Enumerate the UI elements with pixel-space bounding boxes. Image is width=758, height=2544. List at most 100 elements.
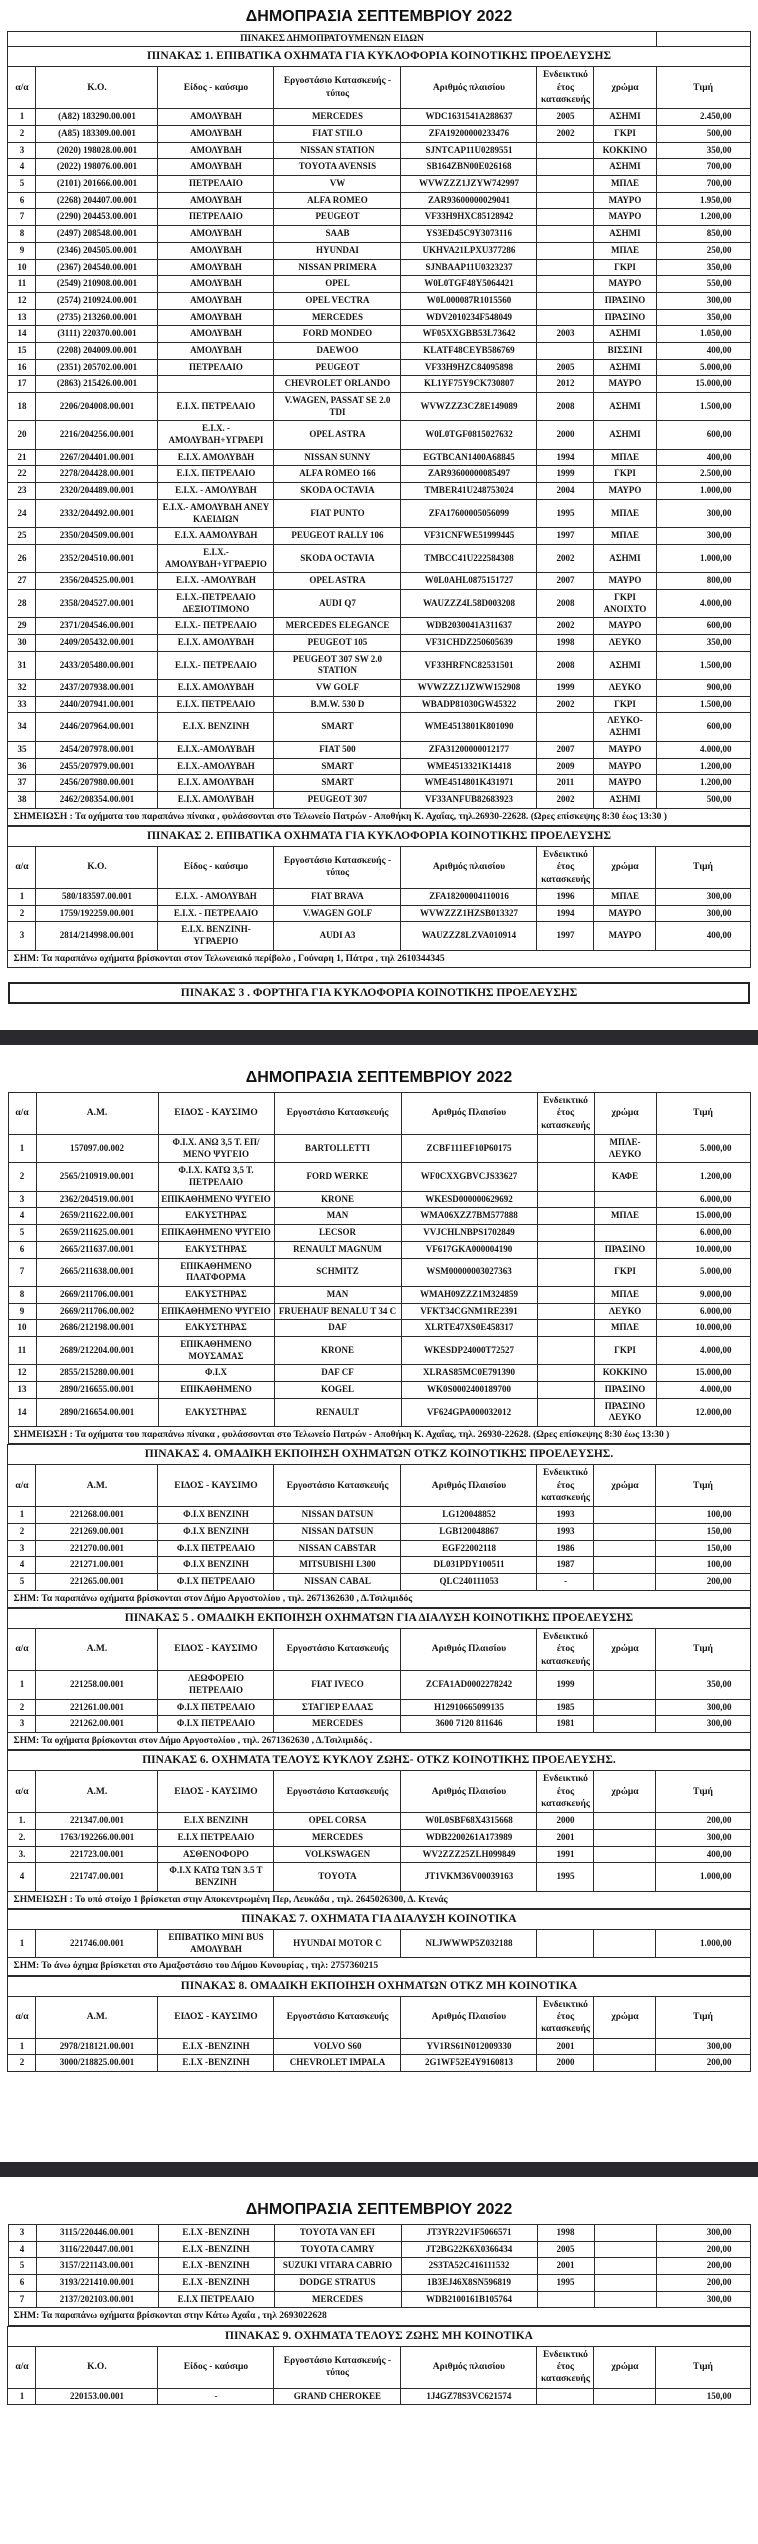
table-cell: 150,00 [655,2387,751,2406]
table-cell: HYUNDAI MOTOR C [273,1928,402,1959]
table-cell: TMBER41U248753024 [400,482,538,500]
table-cell: 33 [7,695,37,714]
table-row: 35 2454/207978.00.001 Ε.Ι.Χ.-ΑΜΟΛΥΒΔΗ FIAT … [7,740,751,759]
table-row: 6 (2268) 204407.00.001 ΑΜΟΛΥΒΔΗ ALFA ROMEO Z… [7,191,751,210]
table-cell: (2735) 213260.00.001 [35,308,159,327]
auction-document: ΔΗΜΟΠΡΑΣΙΑ ΣΕΠΤΕΜΒΡΙΟΥ 2022 ΠΙΝΑΚΕΣ ΔΗΜΟ… [0,8,758,2406]
table-row: 2 2565/210919.00.001 Φ.Ι.Χ. ΚΑΤΩ 3,5 Τ. ΠΕ… [7,1162,751,1192]
table-cell [536,208,595,227]
table-cell [536,1285,595,1304]
table-cell: ΕΛΚΥΣΤΗΡΑΣ [157,1285,275,1304]
table-cell: (2574) 210924.00.001 [35,291,159,310]
table-cell: ΕΠΙΚΑΘΗΜΕΝΟ ΨΥΓΕΙΟ [157,1302,275,1321]
table-cell: 2356/204525.00.001 [35,572,159,590]
table-cell: VOLKSWAGEN [273,1845,402,1864]
table-cell: - [157,2387,275,2406]
table-cell: NISSAN CABSTAR [273,1539,402,1558]
column-header: Είδος - καύσιμο [157,66,275,110]
table-cell: ΛΕΩΦΟΡΕΙΟ ΠΕΤΡΕΛΑΙΟ [157,1670,275,1700]
table-cell: EGF22002118 [400,1539,538,1558]
table-cell: 5.000,00 [655,1257,751,1287]
table-cell: Ε.Ι.Χ. - ΑΜΟΛΥΒΔΗ [157,887,275,906]
table-cell: 1986 [536,1539,595,1558]
table-cell: 3600 7120 811646 [400,1715,538,1733]
table-row: 17 (2863) 215426.00.001 CHEVROLET ORLANDO K… [7,375,751,393]
table-cell: 10 [7,258,37,277]
table-cell: ΒΙΣΣΙΝΙ [593,341,657,360]
table-cell: 2 [7,904,37,923]
table-cell: 21 [7,448,37,467]
table-cell: ΜΠΛΕ [593,527,657,545]
column-header: Α.Μ. [35,1091,159,1136]
table-cell [593,2274,657,2292]
table-cell: Φ.Ι.Χ ΠΕΤΡΕΛΑΙΟ [157,1698,275,1717]
table-cell: 1.000,00 [655,543,751,574]
table-row: 4 2659/211622.00.001 ΕΛΚΥΣΤΗΡΑΣ MAN WMA06XZZ… [7,1207,751,1226]
table-cell: 6 [7,1240,37,1259]
table-cell: VF33H9HZC84095898 [400,358,538,377]
table-cell: 6 [7,2274,37,2292]
table-row: 30 2409/205432.00.001 Ε.Ι.Χ. ΑΜΟΛΥΒΔΗ PEUGE… [7,634,751,652]
table-cell: ΑΣΗΜΙ [593,108,657,126]
table-7-title: ΠΙΝΑΚΑΣ 7. ΟΧΗΜΑΤΑ ΓΙΑ ΔΙΑΛΥΣΗ ΚΟΙΝΟΤΙΚΑ [7,1908,751,1930]
table-cell [536,141,595,160]
page-separator-1 [0,1029,758,1045]
table-cell [593,2054,657,2072]
table-cell: 2462/208354.00.001 [35,790,159,809]
column-header: Α.Μ. [35,1770,159,1814]
table-cell: 2362/204519.00.001 [35,1190,159,1209]
table-row: 2. 1763/192266.00.001 Ε.Ι.Χ ΠΕΤΡΕΛΑΙΟ MERCE… [7,1828,751,1847]
table-cell: 1.200,00 [655,757,751,776]
table-cell: 2669/211706.00.002 [35,1302,159,1321]
table-cell: 15 [7,341,37,360]
table-cell: ΜΑΥΡΟ [593,904,657,923]
table-cell: (2549) 210908.00.001 [35,275,159,293]
column-header: Εργοστάσιο Κατασκευής - τύπος [273,66,402,110]
table-cell: VF33H9HXC85128942 [400,208,538,227]
table-cell: 3. [7,1845,37,1864]
table-cell: ΜΑΥΡΟ [593,208,657,227]
column-header: Εργοστάσιο Κατασκευής [273,1464,402,1508]
table-cell: 2000 [536,420,595,450]
table-cell: WBADP81030GW45322 [400,695,538,714]
table-cell: Φ.Ι.Χ ΚΑΤΩ ΤΩΝ 3.5 Τ ΒΕΝΖΙΝΗ [157,1862,275,1892]
table-cell: 2206/204008.00.001 [35,391,159,422]
table-cell: 2 [7,2054,37,2072]
table-row: 3 221262.00.001 Φ.Ι.Χ ΠΕΤΡΕΛΑΙΟ MERCEDES 360… [7,1715,751,1733]
table-cell: 18 [7,391,37,422]
table-cell: FIAT IVECO [273,1670,402,1700]
table-cell: ΠΕΤΡΕΛΑΙΟ [157,208,275,227]
table-cell: ΓΚΡΙ [593,1257,657,1287]
table-cell: 2001 [536,1828,595,1847]
table-cell: 2278/204428.00.001 [35,465,159,484]
table-cell: KRONE [273,1335,402,1366]
table-cell: 4.000,00 [655,588,751,619]
table-cell: JT3YR22V1F5066571 [400,2223,538,2242]
table-cell: (2367) 204540.00.001 [35,258,159,277]
table-cell: 7 [7,1257,37,1287]
table-cell: VF31CHDZ250605639 [400,634,538,652]
table-4-title: ΠΙΝΑΚΑΣ 4. ΟΜΑΔΙΚΗ ΕΚΠΟΙΗΣΗ ΟΧΗΜΑΤΩΝ ΟΤΚ… [7,1444,751,1466]
page-title: ΔΗΜΟΠΡΑΣΙΑ ΣΕΠΤΕΜΒΡΙΟΥ 2022 [245,2200,513,2218]
table-row: 1. 221347.00.001 Ε.Ι.Χ ΒΕΝΖΙΝΗ OPEL CORSA W0… [7,1812,751,1830]
table-cell: 1999 [536,465,595,484]
table-cell [536,1190,595,1209]
column-header: α/α [7,845,37,889]
table-cell: 2002 [536,543,595,574]
table-cell: 2890/216655.00.001 [35,1381,159,1399]
table-cell: Ε.Ι.Χ. ΑΜΟΛΥΒΔΗ [157,634,275,652]
table-cell: Ε.Ι.Χ -ΒΕΝΖΙΝΗ [157,2037,275,2056]
table-cell: 3 [7,1190,37,1209]
column-header: Αριθμός πλαισίου [400,2345,538,2389]
table-row: 24 2332/204492.00.001 Ε.Ι.Χ.- ΑΜΟΛΥΒΔΗ ΑΝΕ… [7,498,751,529]
table-row: 1 580/183597.00.001 Ε.Ι.Χ. - ΑΜΟΛΥΒΔΗ FIAT … [7,887,751,906]
table-cell: ΕΛΚΥΣΤΗΡΑΣ [157,1207,275,1226]
table-cell: H12910665099135 [400,1698,538,1717]
table-cell: 1.200,00 [655,208,751,227]
table-cell: DAF [273,1319,402,1337]
trucks-columns: α/α Α.Μ. ΕΙΔΟΣ - ΚΑΥΣΙΜΟ Εργοστάσιο Κατασκε… [7,1091,751,1136]
table-cell [593,1828,657,1847]
table-cell: 2008 [536,588,595,619]
table-cell: 2012 [536,375,595,393]
table-cell: WF0CXXGBVCJS33627 [400,1162,538,1192]
